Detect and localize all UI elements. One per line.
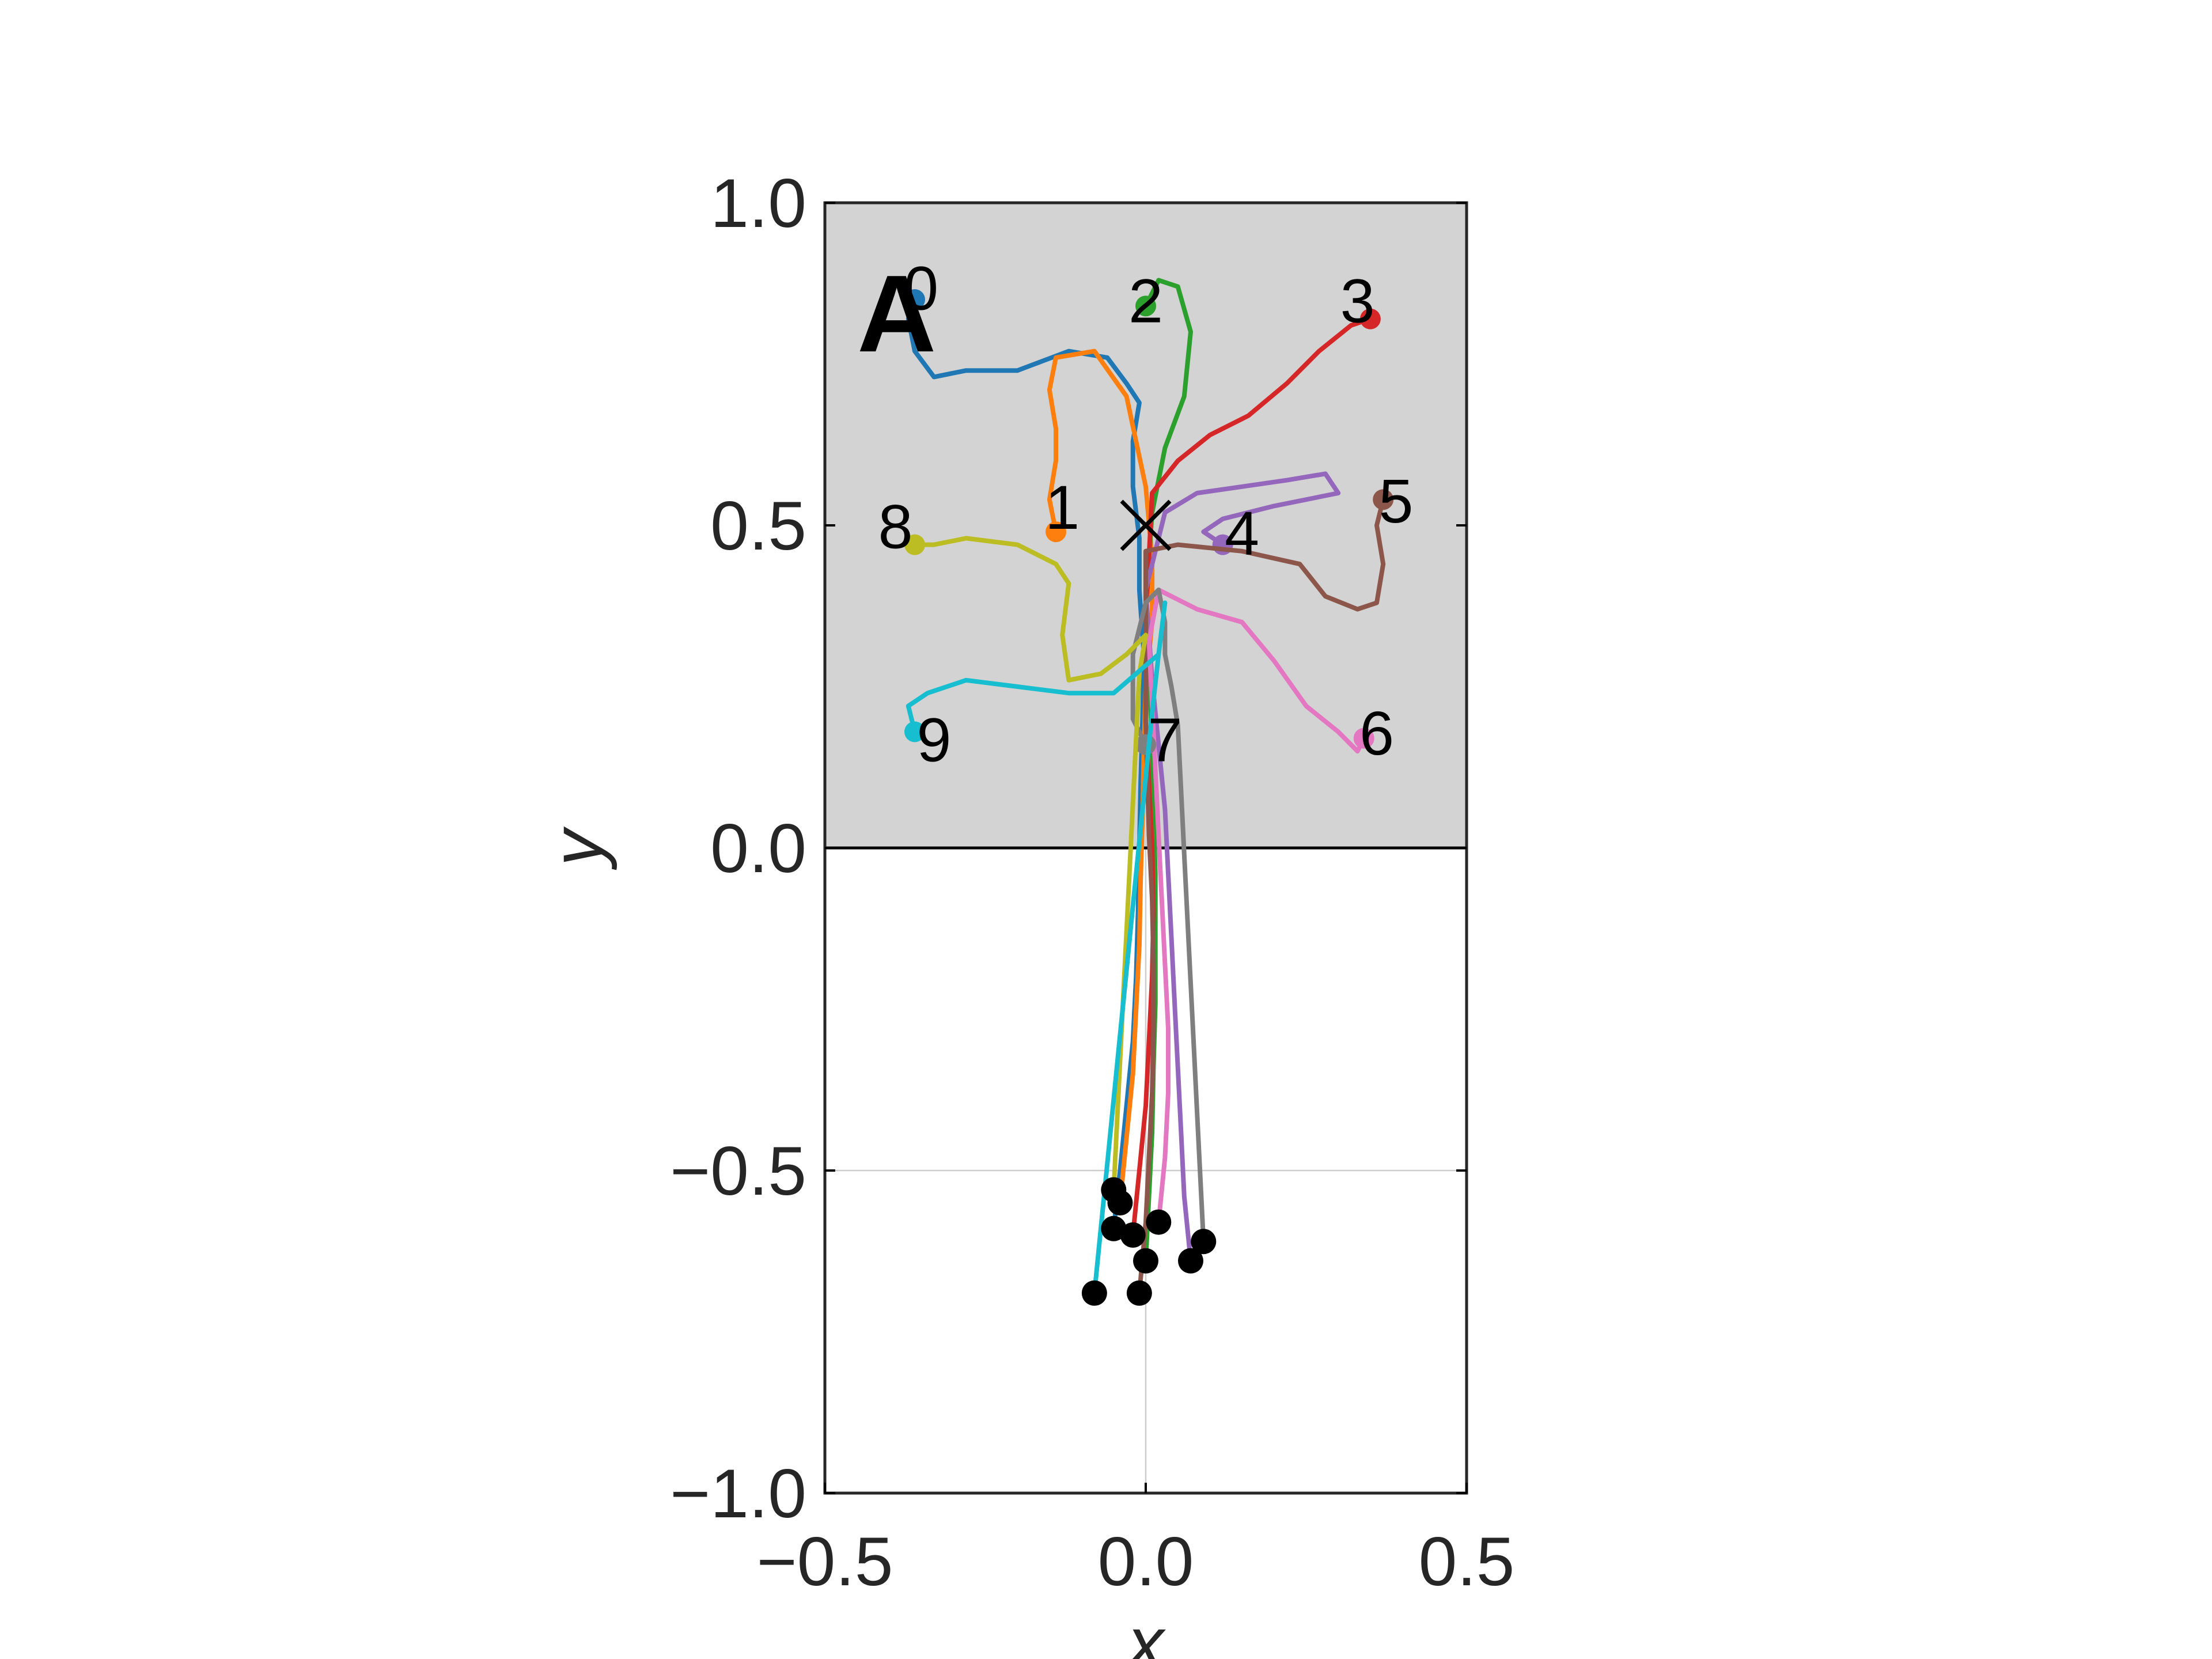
y-tick-label-3: 0.5 bbox=[710, 487, 806, 565]
target-label-5: 5 bbox=[1378, 466, 1413, 536]
trajectory-line-6 bbox=[1146, 588, 1366, 1225]
start-point-0 bbox=[1101, 1215, 1127, 1241]
trajectory-end-8 bbox=[904, 534, 925, 555]
target-label-1: 1 bbox=[1045, 472, 1080, 542]
trajectory-line-9 bbox=[906, 600, 1168, 1296]
x-tick-label-0: −0.5 bbox=[757, 1523, 893, 1600]
x-tick-label-2: 0.5 bbox=[1419, 1523, 1515, 1600]
target-label-3: 3 bbox=[1340, 266, 1375, 336]
target-label-0: 0 bbox=[904, 253, 938, 323]
trajectory-end-2 bbox=[1135, 296, 1156, 317]
trajectory-end-5 bbox=[1373, 489, 1394, 510]
start-point-9 bbox=[1081, 1280, 1107, 1306]
trajectory-end-0 bbox=[904, 289, 925, 310]
grid-lines bbox=[825, 848, 1467, 1493]
start-point-8 bbox=[1101, 1177, 1127, 1203]
target-label-7: 7 bbox=[1147, 704, 1182, 774]
y-tick-label-1: −0.5 bbox=[670, 1132, 806, 1210]
trajectory-end-6 bbox=[1353, 728, 1374, 749]
trajectory-end-1 bbox=[1046, 521, 1067, 543]
center-x-stroke-b bbox=[1120, 499, 1172, 551]
trajectory-line-5 bbox=[1137, 497, 1386, 1296]
trajectory-end-9 bbox=[904, 721, 925, 743]
y-tick-label-4: 1.0 bbox=[710, 165, 806, 242]
start-point-6 bbox=[1146, 1209, 1172, 1235]
y-axis-label: y bbox=[537, 826, 618, 870]
target-label-2: 2 bbox=[1128, 266, 1163, 336]
y-tick-label-0: −1.0 bbox=[670, 1455, 806, 1532]
target-label-8: 8 bbox=[878, 492, 913, 562]
trajectory-line-1 bbox=[1047, 349, 1155, 1205]
axis-ticks: −0.5 0.0 0.5−1.0−0.50.00.51.0 bbox=[670, 165, 1514, 1600]
center-x-marker bbox=[1120, 499, 1172, 551]
start-point-5 bbox=[1126, 1280, 1152, 1306]
target-labels: 0 1 2 3 4 5 6 7 8 9 bbox=[878, 253, 1414, 774]
trajectory-line-7 bbox=[1130, 588, 1206, 1244]
x-tick-label-1: 0.0 bbox=[1098, 1523, 1194, 1600]
start-point-4 bbox=[1177, 1248, 1203, 1274]
trajectory-end-3 bbox=[1359, 308, 1381, 329]
panel-label: A bbox=[857, 253, 936, 375]
target-label-4: 4 bbox=[1225, 498, 1259, 568]
target-label-9: 9 bbox=[916, 704, 951, 774]
target-label-6: 6 bbox=[1359, 698, 1394, 768]
start-point-2 bbox=[1133, 1248, 1158, 1274]
y-tick-label-2: 0.0 bbox=[710, 810, 806, 887]
start-point-3 bbox=[1120, 1222, 1146, 1248]
x-axis-label: x bbox=[1125, 1603, 1166, 1659]
series-layer bbox=[904, 278, 1394, 1296]
start-point-7 bbox=[1191, 1229, 1217, 1255]
start-markers bbox=[1081, 1177, 1217, 1306]
